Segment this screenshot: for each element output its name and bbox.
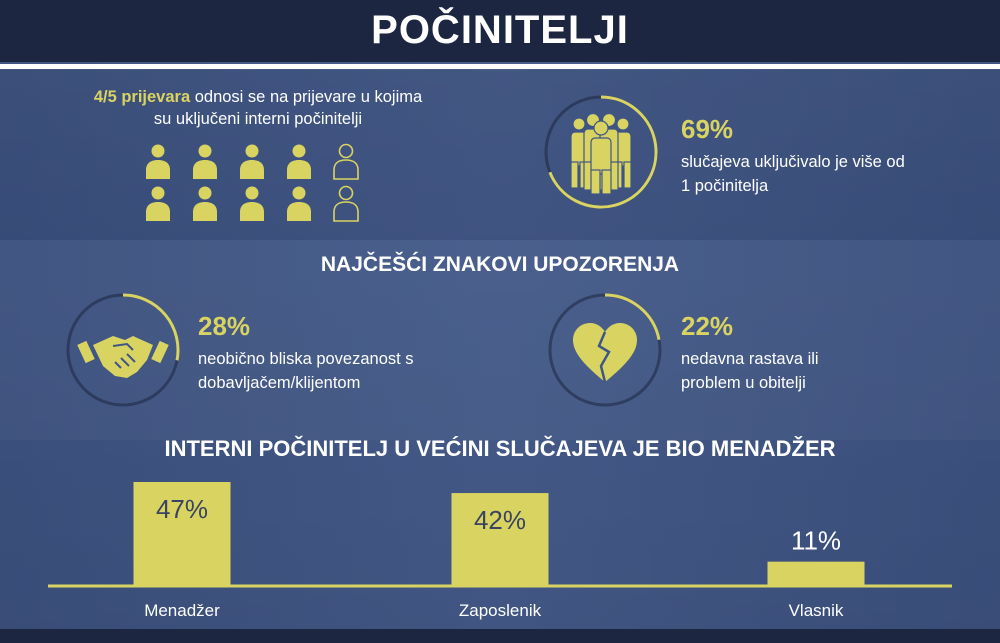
multi-line1: slučajeva uključivalo je više od [681, 153, 905, 171]
bar-zaposlenik [451, 493, 549, 586]
relation-line2: dobavljačem/klijentom [198, 374, 361, 392]
header-bar: POČINITELJI [0, 0, 1000, 62]
relation-ring [66, 293, 180, 407]
header-divider [0, 64, 1000, 69]
bar-vlasnik [767, 561, 865, 586]
bar-chart: 47% Menadžer 42% Zaposlenik 11% Vlasnik [48, 482, 952, 620]
divorce-ring-arc [604, 293, 661, 340]
bar-value-label: 47% [156, 494, 208, 524]
handshake-icon [77, 336, 169, 378]
bar-menadžer [133, 482, 231, 586]
person-filled-icon [287, 186, 311, 221]
divorce-ring [548, 293, 662, 407]
broken-heart-icon [573, 323, 637, 383]
intro-highlight: 4/5 prijevara [93, 88, 191, 106]
chart-title: INTERNI POČINITELJ U VEĆINI SLUČAJEVA JE… [164, 436, 836, 461]
divorce-line1: nedavna rastava ili [681, 350, 819, 368]
person-filled-icon [146, 144, 170, 179]
group-icon [570, 112, 632, 195]
divorce-description: nedavna rastava ili problem u obitelji [681, 347, 819, 395]
relation-percent: 28% [198, 311, 251, 341]
multi-ring-arc [548, 95, 658, 209]
person-outline-icon [333, 185, 359, 222]
multi-ring [544, 95, 658, 209]
multi-percent: 69% [681, 114, 734, 144]
person-filled-icon [240, 186, 264, 221]
warning-signs-title: NAJČEŠĆI ZNAKOVI UPOZORENJA [320, 253, 680, 276]
person-filled-icon [287, 144, 311, 179]
bar-value-label: 42% [474, 505, 526, 535]
intro-line1: odnosi se na prijevare u kojima [190, 88, 423, 106]
bar-value-label: 11% [791, 526, 841, 556]
intro-line2: su uključeni interni počinitelji [153, 110, 363, 128]
multi-line2: 1 počinitelja [681, 177, 769, 195]
category-label: Zaposlenik [459, 601, 542, 620]
person-filled-icon [193, 186, 217, 221]
person-filled-icon [146, 186, 170, 221]
page-title: POČINITELJI [371, 8, 629, 52]
person-filled-icon [240, 144, 264, 179]
relation-ring-arc [122, 293, 180, 361]
category-label: Menadžer [144, 601, 220, 620]
relation-line1: neobično bliska povezanost s [198, 350, 414, 368]
divorce-percent: 22% [681, 311, 734, 341]
person-outline-icon [333, 143, 359, 180]
footer-bar [0, 629, 1000, 643]
intro-text: 4/5 prijevara odnosi se na prijevare u k… [48, 86, 468, 130]
divorce-line2: problem u obitelji [681, 374, 806, 392]
multi-description: slučajeva uključivalo je više od 1 počin… [681, 150, 905, 198]
category-label: Vlasnik [789, 601, 844, 620]
relation-description: neobično bliska povezanost s dobavljačem… [198, 347, 414, 395]
person-filled-icon [193, 144, 217, 179]
